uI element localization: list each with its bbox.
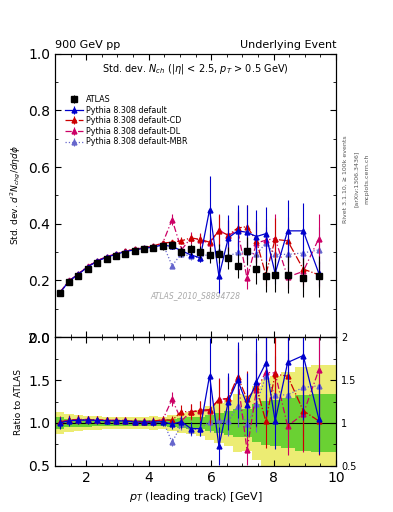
Text: Std. dev. $N_{ch}$ ($|\eta|$ < 2.5, $p_{T}$ > 0.5 GeV): Std. dev. $N_{ch}$ ($|\eta|$ < 2.5, $p_{…: [102, 62, 289, 76]
Y-axis label: Std. dev. $d^{2}N_{chg}/d\eta d\phi$: Std. dev. $d^{2}N_{chg}/d\eta d\phi$: [8, 145, 23, 245]
Text: Underlying Event: Underlying Event: [239, 39, 336, 50]
Y-axis label: Ratio to ATLAS: Ratio to ATLAS: [14, 369, 23, 435]
Text: [arXiv:1306.3436]: [arXiv:1306.3436]: [354, 151, 359, 207]
Text: Rivet 3.1.10, ≥ 100k events: Rivet 3.1.10, ≥ 100k events: [343, 135, 348, 223]
Legend: ATLAS, Pythia 8.308 default, Pythia 8.308 default-CD, Pythia 8.308 default-DL, P: ATLAS, Pythia 8.308 default, Pythia 8.30…: [62, 92, 191, 150]
Text: mcplots.cern.ch: mcplots.cern.ch: [365, 154, 370, 204]
Text: 900 GeV pp: 900 GeV pp: [55, 39, 120, 50]
X-axis label: $p_{T}$ (leading track) [GeV]: $p_{T}$ (leading track) [GeV]: [129, 490, 263, 504]
Text: ATLAS_2010_S8894728: ATLAS_2010_S8894728: [151, 291, 241, 300]
